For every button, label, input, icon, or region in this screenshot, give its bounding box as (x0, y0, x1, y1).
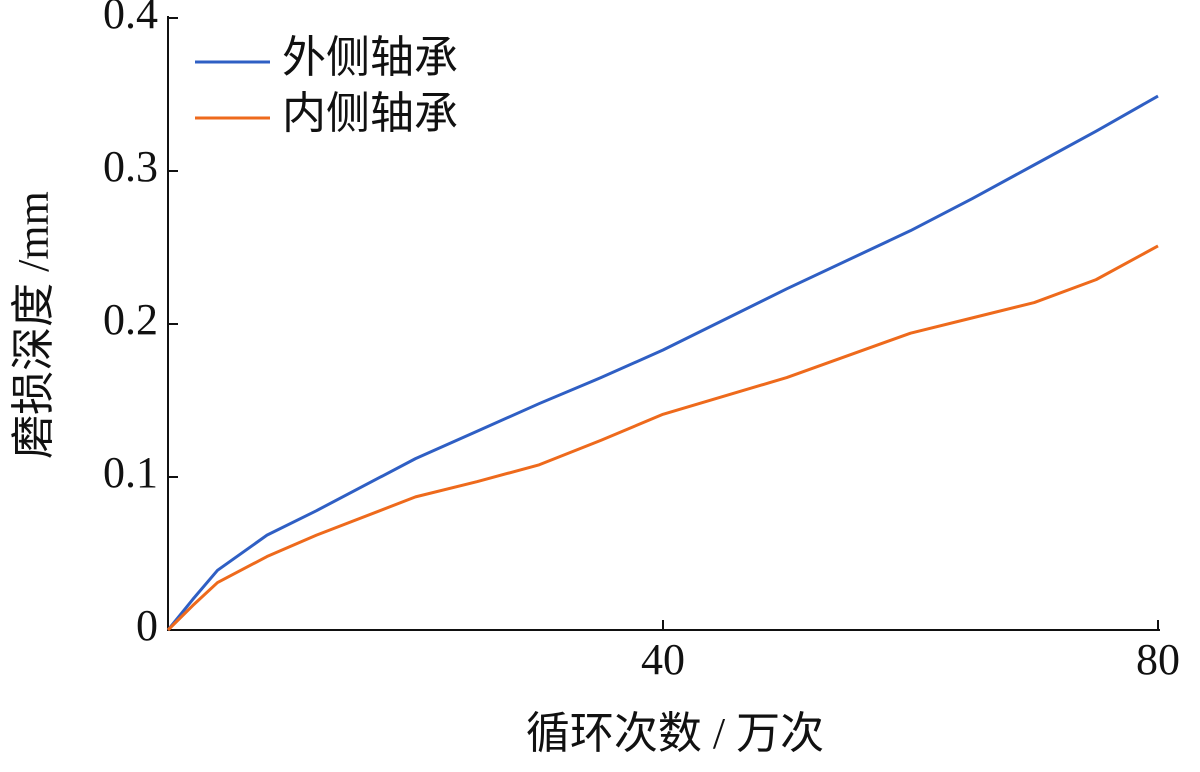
y-tick-label: 0.4 (103, 0, 158, 38)
line-series (166, 244, 1159, 632)
y-axis-label: 磨损深度 /mm (9, 191, 58, 459)
x-axis-label: 循环次数 / 万次 (526, 709, 824, 758)
y-tick-label: 0.2 (103, 295, 158, 344)
y-tick-label: 0.1 (103, 448, 158, 497)
legend-label: 内侧轴承 (282, 89, 458, 138)
y-tick-label: 0.3 (103, 142, 158, 191)
legend-label: 外侧轴承 (282, 33, 458, 82)
x-tick-label: 40 (641, 635, 685, 684)
x-tick-label: 80 (1136, 635, 1180, 684)
y-tick-label: 0 (136, 601, 158, 650)
line-series (166, 94, 1159, 631)
